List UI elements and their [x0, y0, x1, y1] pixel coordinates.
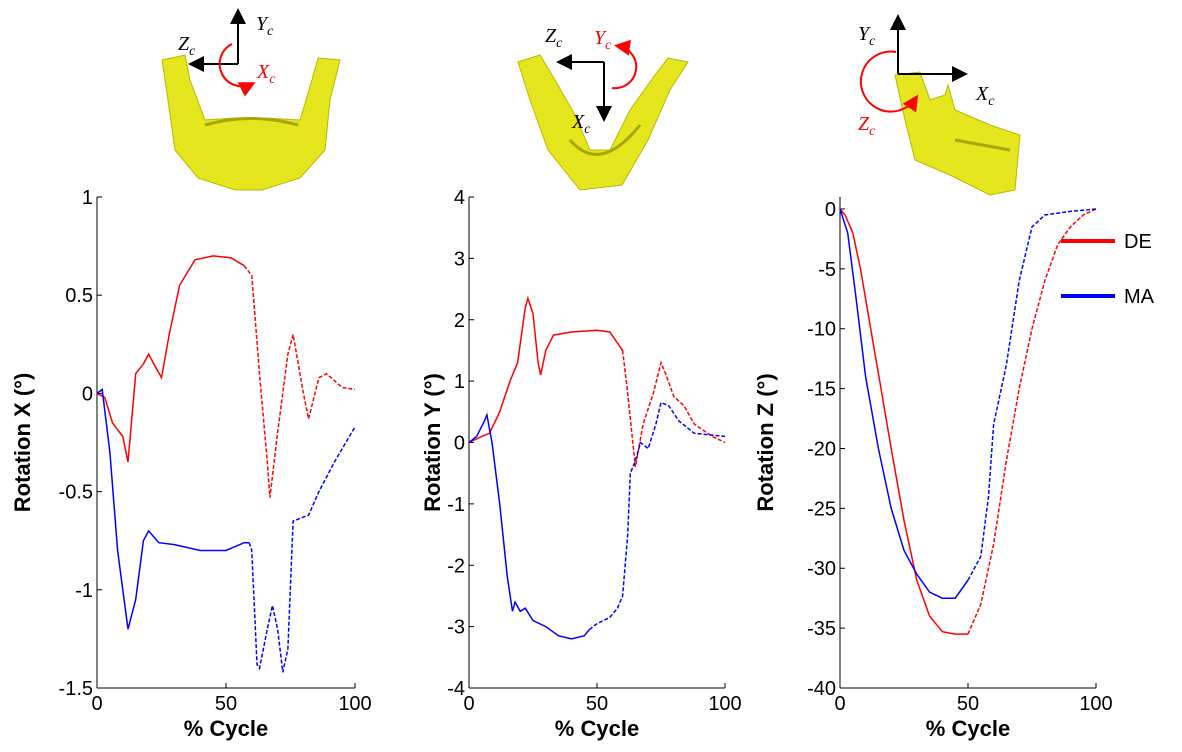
- y-tick-label: 0.5: [65, 285, 93, 307]
- y-tick-label: -1.5: [59, 678, 93, 700]
- y-tick-label: 1: [454, 371, 465, 393]
- legend-label: MA: [1124, 286, 1155, 308]
- y-tick-label: 0: [825, 199, 836, 221]
- series-line: [468, 295, 624, 444]
- series-line-dashed: [621, 350, 726, 468]
- x-tick-label: 0: [834, 693, 845, 715]
- y-tick-label: -30: [807, 558, 836, 580]
- jaw-icon: [894, 71, 1021, 196]
- series-line-dashed: [967, 208, 1097, 635]
- series-line: [839, 208, 969, 599]
- axes-icon: Zc Yc Xc: [178, 8, 276, 97]
- series-line-dashed: [588, 401, 726, 631]
- x-tick-label: 50: [215, 693, 237, 715]
- x-tick-label: 100: [1079, 693, 1112, 715]
- y-tick-label: -4: [447, 678, 465, 700]
- annotation: Zc: [178, 33, 196, 59]
- x-axis-label: % Cycle: [184, 716, 268, 741]
- y-tick-label: -0.5: [59, 482, 93, 504]
- series-line-dashed: [248, 426, 356, 673]
- y-tick-label: 0: [454, 433, 465, 455]
- y-axis-label: Rotation X (°): [10, 373, 35, 513]
- axes-icon: Yc Xc Zc: [858, 14, 995, 139]
- y-axis-label: Rotation Z (°): [753, 373, 778, 511]
- annotation: Zc: [545, 25, 563, 51]
- x-axis-label: % Cycle: [555, 716, 639, 741]
- y-tick-label: -5: [818, 259, 836, 281]
- y-tick-label: -10: [807, 319, 836, 341]
- series-line: [96, 388, 250, 630]
- y-tick-label: -1: [75, 580, 93, 602]
- x-tick-label: 100: [338, 693, 371, 715]
- series-line: [468, 412, 590, 640]
- y-tick-label: 0: [82, 383, 93, 405]
- legend-label: DE: [1124, 231, 1152, 253]
- y-tick-label: -25: [807, 498, 836, 520]
- y-tick-label: -20: [807, 438, 836, 460]
- y-tick-label: -1: [447, 494, 465, 516]
- axes-icon: Zc Yc Xc: [545, 25, 638, 137]
- annotation: Yc: [256, 13, 274, 39]
- y-tick-label: -15: [807, 379, 836, 401]
- annotation: Yc: [858, 23, 876, 49]
- x-tick-label: 0: [91, 693, 102, 715]
- annotation: Xc: [975, 83, 995, 109]
- annotation: Xc: [571, 111, 591, 137]
- y-tick-label: -3: [447, 617, 465, 639]
- series-line: [96, 255, 245, 463]
- x-tick-label: 50: [957, 693, 979, 715]
- series-line: [839, 208, 968, 635]
- y-tick-label: 4: [454, 187, 465, 209]
- y-axis-label: Rotation Y (°): [420, 373, 445, 512]
- y-tick-label: 2: [454, 310, 465, 332]
- y-tick-label: -35: [807, 618, 836, 640]
- y-tick-label: 3: [454, 248, 465, 270]
- annotation: Zc: [858, 113, 876, 139]
- x-tick-label: 50: [586, 693, 608, 715]
- annotation: Xc: [256, 61, 276, 87]
- jaw-icon: [517, 54, 689, 191]
- y-tick-label: -40: [807, 678, 836, 700]
- x-tick-label: 100: [708, 693, 741, 715]
- x-axis-label: % Cycle: [926, 716, 1010, 741]
- annotation: Yc: [594, 27, 612, 53]
- series-line-dashed: [243, 265, 356, 498]
- y-tick-label: -2: [447, 555, 465, 577]
- y-tick-label: 1: [82, 187, 93, 209]
- x-tick-label: 0: [463, 693, 474, 715]
- series-line-dashed: [967, 208, 1097, 581]
- jaw-icon: [161, 54, 341, 191]
